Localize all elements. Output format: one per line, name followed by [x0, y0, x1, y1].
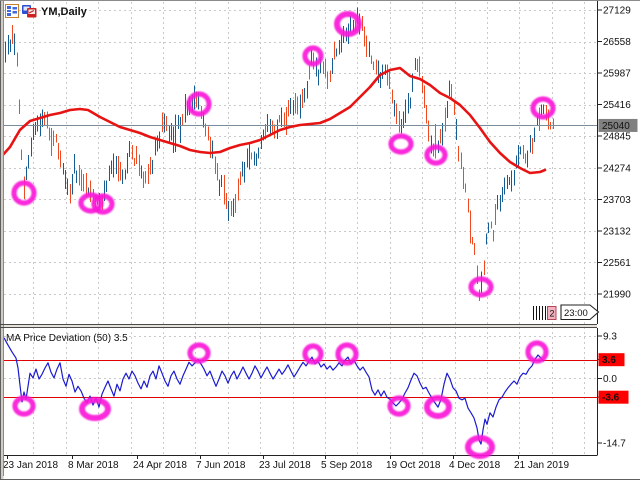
- price-bars: [5, 7, 554, 302]
- price-axis-label: 24274: [603, 163, 631, 174]
- time-axis-label: 7 Jun 2018: [196, 460, 246, 471]
- annotation-ring: [388, 133, 414, 155]
- indicator-axis-label: -14.7: [603, 439, 626, 450]
- indicator-axis-label: -3.6: [602, 393, 620, 404]
- countdown-badge: [547, 306, 557, 320]
- annotation-ring: [78, 192, 104, 214]
- annotation-ring: [468, 276, 494, 298]
- price-axis-label: 23703: [603, 195, 631, 206]
- price-axis-labels: 27129 26558 25987 25416 24845 24274 23703 23132…: [597, 6, 638, 301]
- panel-splitter[interactable]: [0, 324, 597, 328]
- annotation-ring: [91, 193, 115, 215]
- current-price-label: 25040: [602, 121, 630, 132]
- time-axis-label: 19 Oct 2018: [386, 460, 441, 471]
- annotation-ring: [302, 343, 324, 365]
- indicator-axis-label: 9.3: [603, 332, 617, 343]
- time-axis-labels: 23 Jan 2018 8 Mar 2018 24 Apr 2018 7 Jun 20…: [3, 455, 569, 471]
- annotation-ring: [525, 340, 549, 364]
- current-price-box: [598, 118, 638, 132]
- price-axis-label: 25416: [603, 100, 631, 111]
- indicator-level-box: [598, 390, 629, 404]
- annotation-ring: [186, 91, 212, 117]
- chart-header: YM,Daily: [5, 4, 88, 18]
- sub-chart-canvas[interactable]: [4, 328, 597, 455]
- price-axis-label: 24845: [603, 132, 631, 143]
- annotation-ring: [187, 342, 211, 364]
- time-axis-label: 23 Jul 2018: [259, 460, 311, 471]
- time-axis-label: 5 Sep 2018: [321, 460, 373, 471]
- time-axis[interactable]: [0, 456, 640, 476]
- price-axis-label: 27129: [603, 6, 631, 17]
- annotation-ring: [465, 435, 495, 459]
- symbol-label: YM,Daily: [41, 6, 88, 18]
- annotation-ring: [387, 395, 411, 417]
- annotation-ring: [79, 397, 111, 421]
- price-axis-label: 21990: [603, 290, 631, 301]
- time-axis-label: 8 Mar 2018: [68, 460, 119, 471]
- time-axis-label: 21 Jan 2019: [514, 460, 569, 471]
- ma-line: [0, 66, 547, 175]
- annotation-ring: [12, 395, 36, 417]
- time-axis-label: 4 Dec 2018: [449, 460, 501, 471]
- data-window-icon: [5, 4, 19, 18]
- indicator-axis-label: 0.0: [603, 374, 617, 385]
- annotation-rings: [11, 11, 556, 459]
- candle-countdown: 2 23:00: [532, 304, 600, 321]
- price-axis-label: 25987: [603, 69, 631, 80]
- countdown-badge-label: 2: [550, 309, 555, 319]
- volume-bars-icon: [532, 306, 547, 320]
- annotation-ring: [424, 395, 452, 419]
- indicator-level-box: [598, 353, 625, 367]
- price-axis-label: 26558: [603, 37, 631, 48]
- clock-label: 23:00: [564, 308, 588, 319]
- annotation-ring: [334, 11, 362, 37]
- annotation-ring: [530, 96, 556, 120]
- annotation-ring: [302, 45, 324, 67]
- indicator-axis-labels: 9.3 3.6 0.0 -3.6 -14.7: [597, 332, 629, 450]
- annotation-ring: [335, 342, 359, 366]
- sub-panel-title: MA Price Deviation (50) 3.5: [6, 333, 128, 344]
- main-chart-canvas[interactable]: [4, 1, 597, 324]
- time-axis-label: 24 Apr 2018: [133, 460, 187, 471]
- price-axis-label: 22561: [603, 258, 631, 269]
- annotation-ring: [424, 144, 448, 166]
- annotation-ring: [11, 180, 37, 206]
- clock-tag: [560, 304, 600, 321]
- axes: [0, 1, 598, 456]
- time-axis-label: 23 Jan 2018: [3, 460, 58, 471]
- price-axis[interactable]: [598, 0, 640, 455]
- chart-objects-icon: [22, 5, 37, 18]
- price-axis-label: 23132: [603, 226, 631, 237]
- indicator-axis-label: 3.6: [602, 355, 616, 366]
